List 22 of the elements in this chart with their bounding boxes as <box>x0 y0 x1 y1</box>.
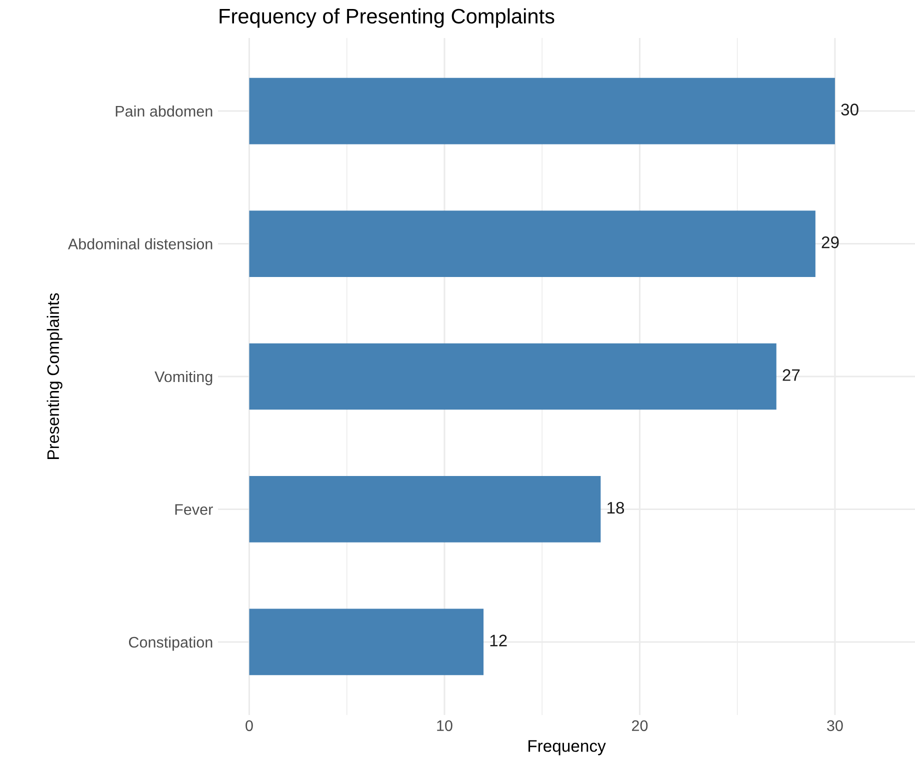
bar <box>249 78 835 144</box>
bar <box>249 608 484 676</box>
x-tick-label: 20 <box>632 720 648 732</box>
y-tick-label: Vomiting <box>154 370 212 386</box>
x-axis-title: Frequency <box>528 740 606 756</box>
y-tick-label: Fever <box>175 504 213 515</box>
data-label: 27 <box>782 369 800 381</box>
y-tick-label: Constipation <box>128 636 212 651</box>
bar <box>249 476 601 542</box>
x-tick-label: 0 <box>246 720 253 732</box>
bar <box>249 343 776 410</box>
x-tick-label: 30 <box>827 720 843 732</box>
data-label: 30 <box>841 104 858 116</box>
y-axis-title: Presenting Complaints <box>46 293 62 459</box>
bar <box>249 210 816 277</box>
data-label: 12 <box>490 634 507 646</box>
y-tick-label: Abdominal distension <box>68 238 212 250</box>
y-tick-label: Pain abdomen <box>116 105 212 117</box>
data-label: 18 <box>607 502 624 514</box>
x-tick-label: 10 <box>437 720 452 732</box>
chart-title: Frequency of Presenting Complaints <box>220 8 554 28</box>
data-label: 29 <box>822 236 839 248</box>
